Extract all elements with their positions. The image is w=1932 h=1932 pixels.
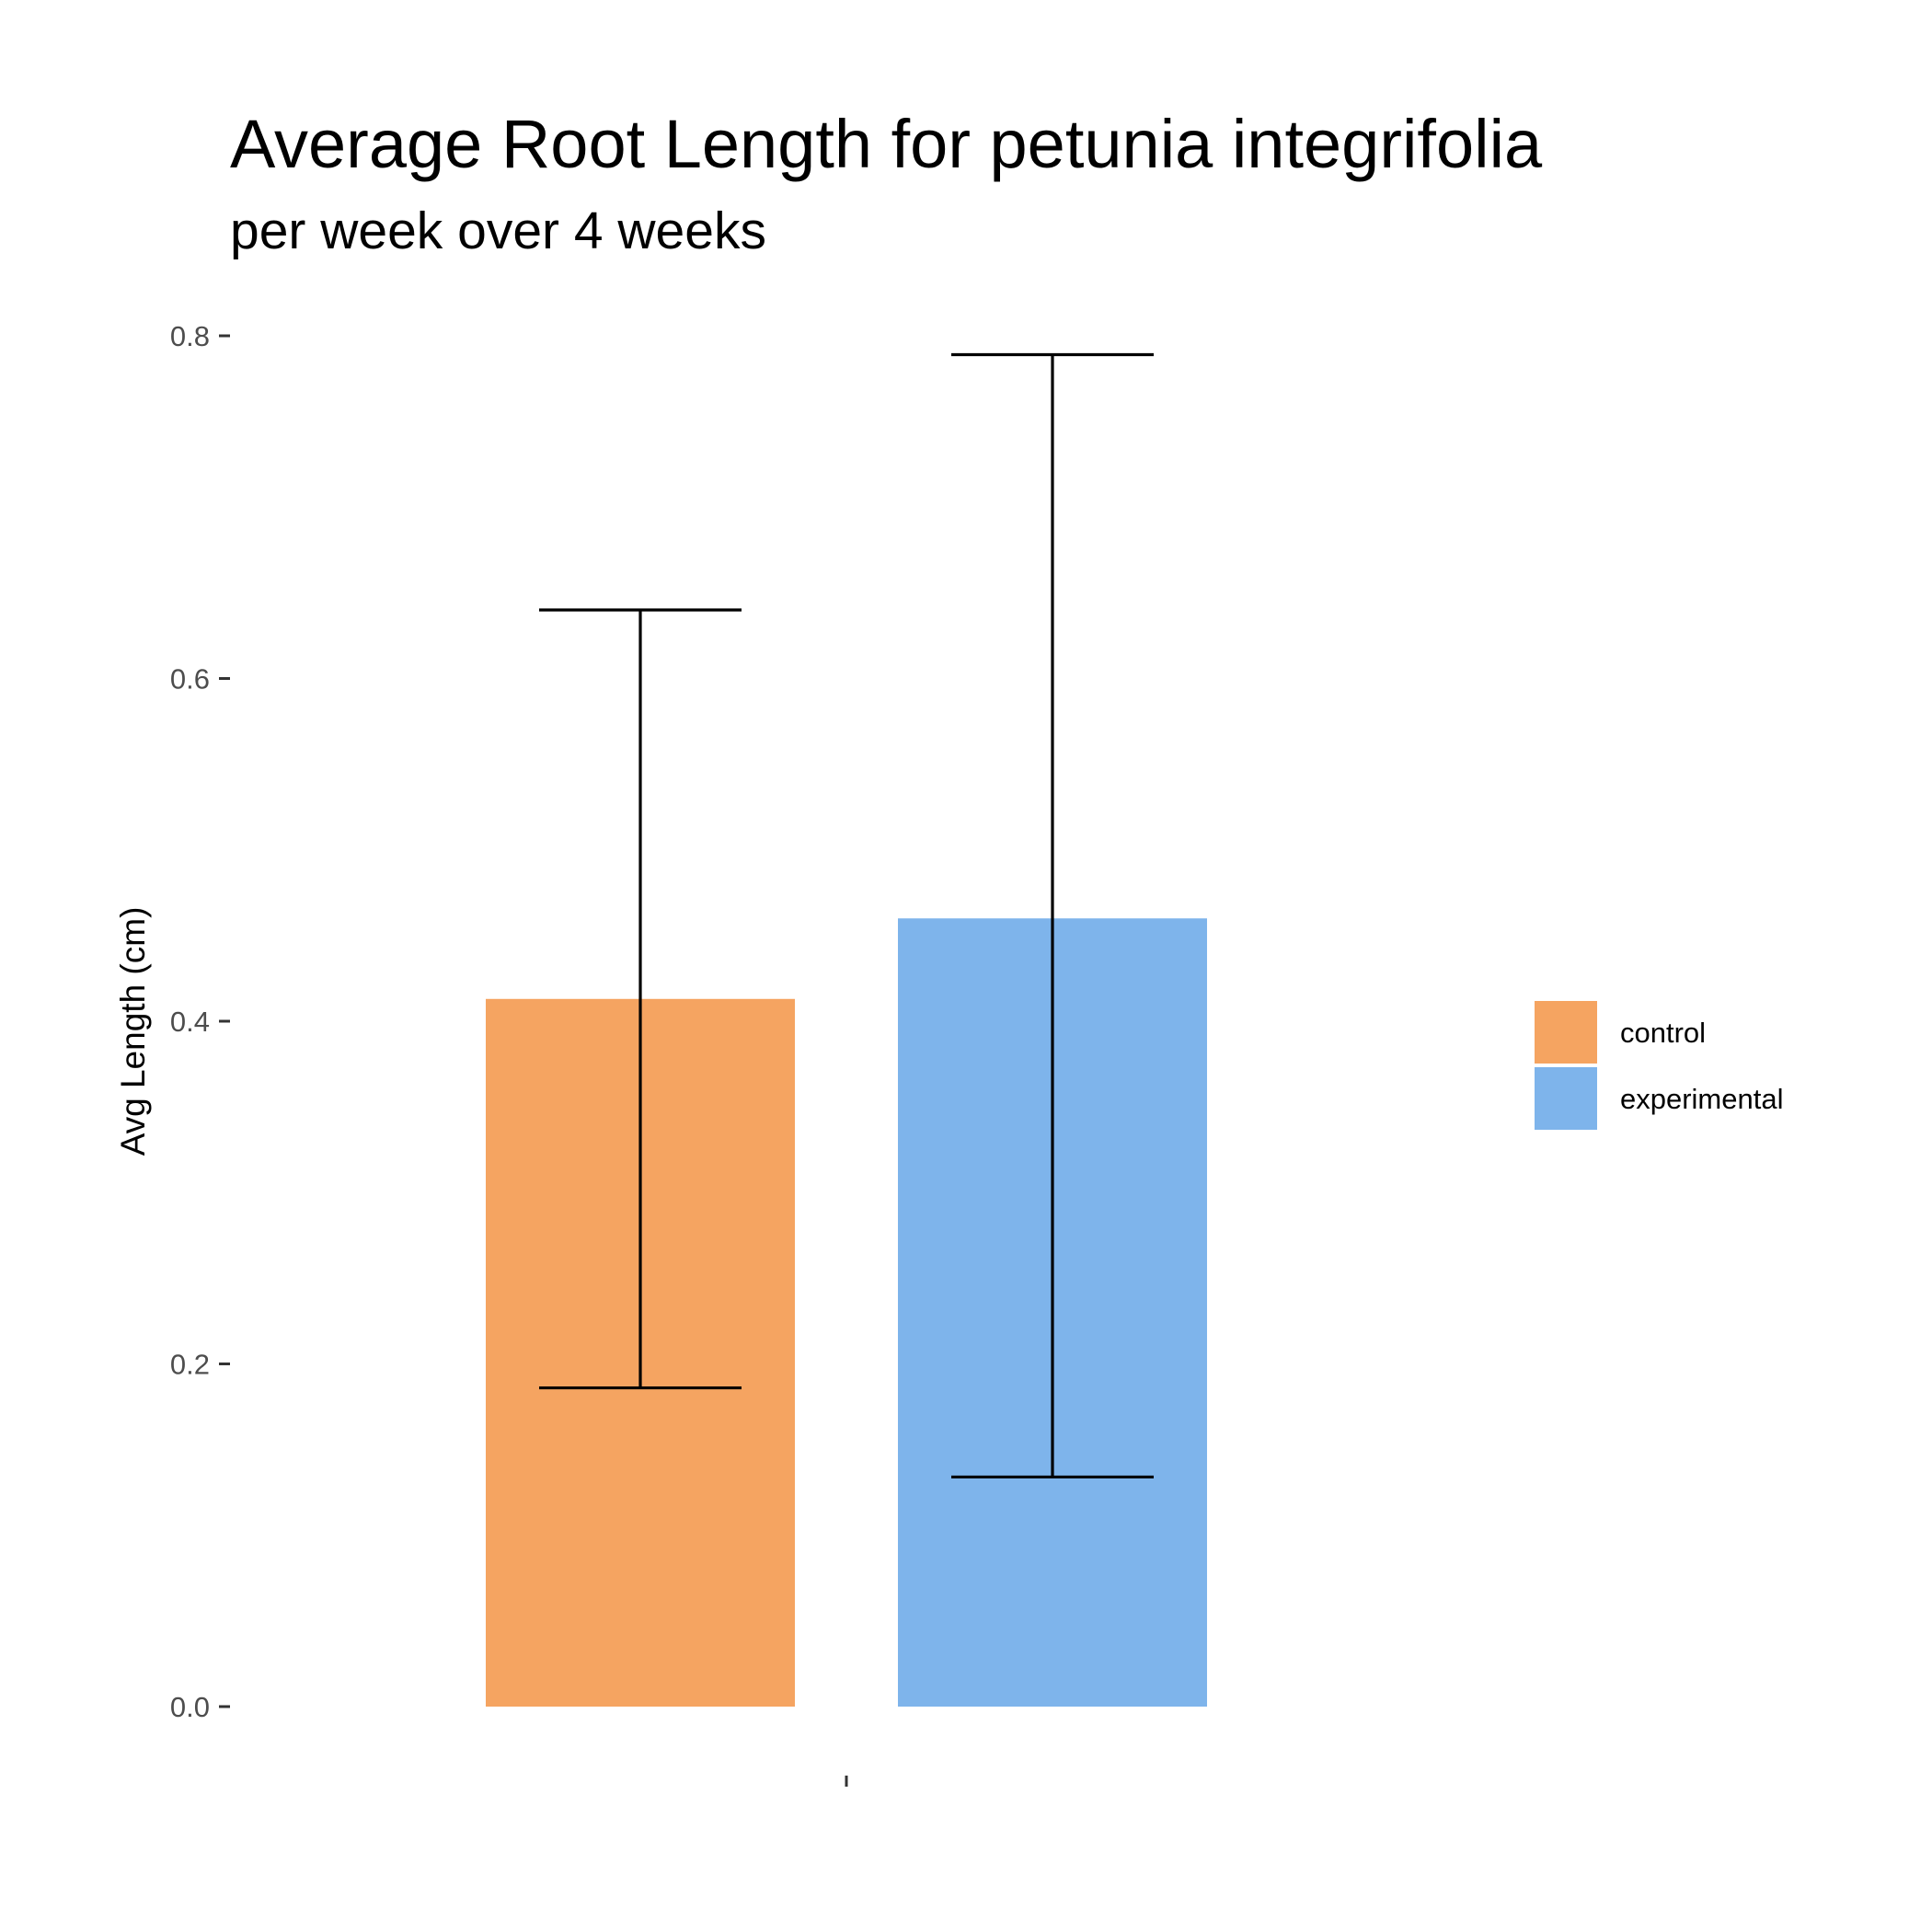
y-tick-label: 0.6	[170, 663, 210, 696]
errorbar-experimental	[951, 352, 1154, 1479]
errorbar-control	[539, 608, 742, 1390]
y-tick-label: 0.8	[170, 320, 210, 352]
y-tick-label: 0.2	[170, 1349, 210, 1381]
legend-swatch	[1535, 1001, 1597, 1064]
y-tick-label: 0.0	[170, 1691, 210, 1723]
y-tick-label: 0.4	[170, 1006, 210, 1038]
legend-label: experimental	[1620, 1083, 1783, 1115]
legend-item-control: control	[1535, 1001, 1706, 1064]
chart-title: Average Root Length for petunia integrif…	[230, 106, 1543, 182]
y-axis: 0.0 0.2 0.4 0.6 0.8	[170, 320, 230, 1723]
legend-label: control	[1620, 1017, 1706, 1049]
y-axis-label: Avg Length (cm)	[114, 907, 152, 1156]
legend-swatch	[1535, 1067, 1597, 1130]
error-bars	[539, 352, 1154, 1479]
chart-subtitle: per week over 4 weeks	[230, 201, 766, 260]
bars	[486, 918, 1207, 1707]
legend: control experimental	[1535, 1001, 1783, 1130]
legend-item-experimental: experimental	[1535, 1067, 1783, 1130]
